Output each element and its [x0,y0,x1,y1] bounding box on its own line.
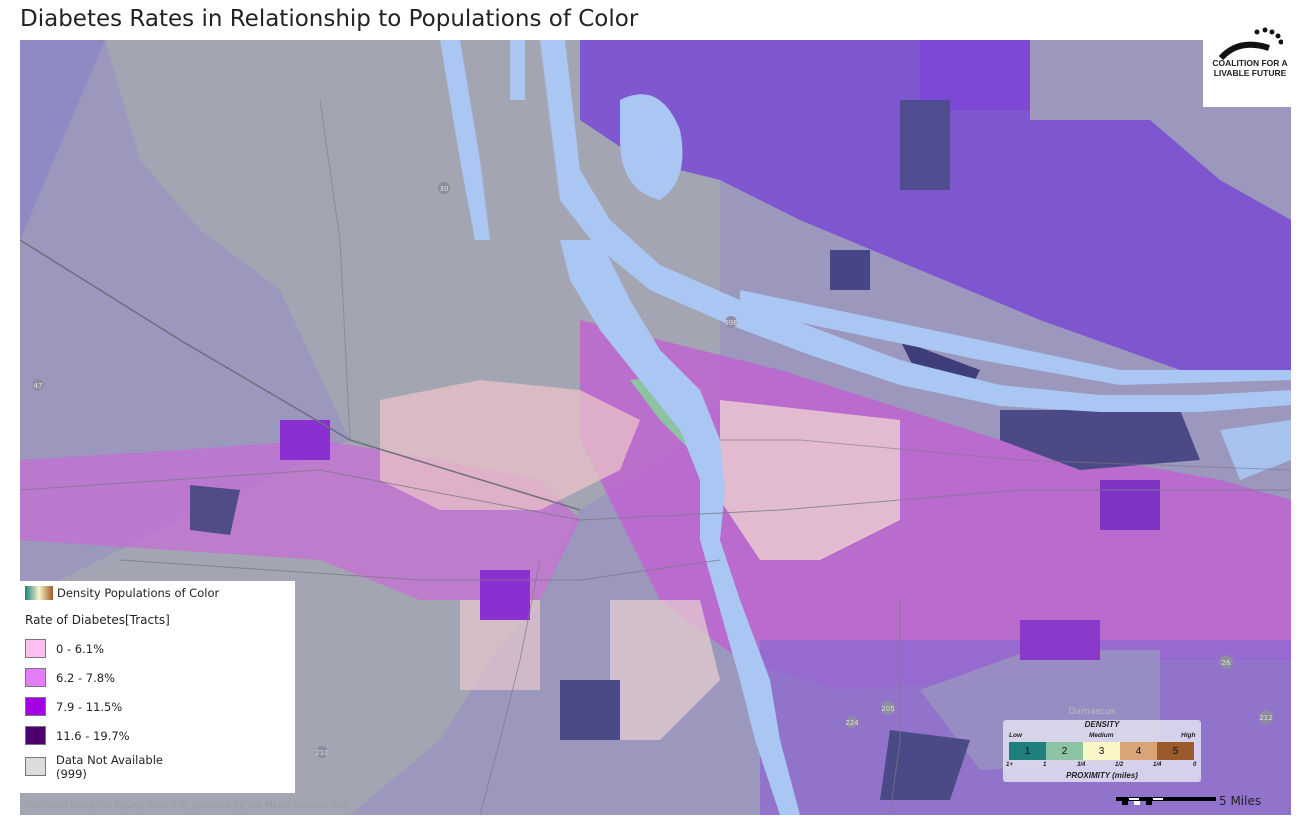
logo-line-2: LIVABLE FUTURE [1213,68,1287,78]
legend-class-label: 11.6 - 19.7% [56,728,130,743]
legend-class-2: 6.2 - 7.8% [25,668,115,687]
proximity-tick: 1/4 [1153,762,1162,768]
density-medium-label: Medium [1089,732,1114,739]
density-proximity-legend: DENSITY Low Medium High 1 2 3 4 5 1+ 1 3… [1003,720,1201,782]
hwy-26-label: 26 [1222,659,1231,667]
map-canvas[interactable]: 30 99E 47 26 212 205 224 210 Damascus [20,40,1291,815]
density-cell-2: 2 [1046,742,1083,760]
legend-swatch-3 [25,697,46,716]
damascus-label: Damascus [1069,707,1116,717]
hwy-210-label: 210 [315,749,328,757]
density-cell-5: 5 [1157,742,1194,760]
legend-swatch-na [25,757,46,776]
legend-swatch-4 [25,726,46,745]
logo-text: COALITION FOR A LIVABLE FUTURE [1209,58,1291,78]
hwy-99e-label: 99E [724,319,737,327]
logo: COALITION FOR A LIVABLE FUTURE [1203,0,1291,107]
proximity-tick: 3/4 [1077,762,1086,768]
density-low-label: Low [1009,732,1022,739]
legend-panel: Density Populations of Color Rate of Dia… [20,581,295,793]
logo-line-1: COALITION FOR A [1212,58,1288,68]
credit-text: Published using the Equity Atlas 2.0, po… [24,801,350,811]
density-cell-1: 1 [1009,742,1046,760]
legend-class-label: 7.9 - 11.5% [56,699,123,714]
map-graphic: 30 99E 47 26 212 205 224 210 Damascus [20,40,1291,815]
density-legend-row: Density Populations of Color [25,586,219,600]
proximity-title: PROXIMITY (miles) [1066,771,1138,780]
density-legend-label: Density Populations of Color [57,586,220,600]
legend-class-na: Data Not Available (999) [25,753,163,781]
legend-class-4: 11.6 - 19.7% [25,726,130,745]
legend-class-label: Data Not Available [56,753,163,767]
density-high-label: High [1181,732,1196,739]
hwy-212-label: 212 [1259,714,1272,722]
hwy-224-label: 224 [845,719,859,727]
density-cell-3: 3 [1083,742,1120,760]
hwy-205-label: 205 [881,705,894,713]
density-cell-4: 4 [1120,742,1157,760]
density-cells: 1 2 3 4 5 [1009,742,1194,760]
logo-mark-icon [1219,27,1283,60]
legend-class-label: 0 - 6.1% [56,641,104,656]
proximity-tick: 1 [1043,762,1047,768]
hwy-47-label: 47 [34,382,43,390]
scale-label: 5 Miles [1219,794,1262,808]
legend-class-label: 6.2 - 7.8% [56,670,115,685]
density-title: DENSITY [1084,720,1120,729]
proximity-tick: 0 [1193,762,1197,768]
legend-class-label-2: (999) [56,767,87,781]
diabetes-legend-heading: Rate of Diabetes[Tracts] [25,613,170,627]
proximity-tick: 1/2 [1115,762,1124,768]
legend-swatch-2 [25,668,46,687]
legend-class-1: 0 - 6.1% [25,639,104,658]
hwy-30-label: 30 [440,185,449,193]
legend-swatch-1 [25,639,46,658]
scale-bar [1116,797,1216,805]
density-gradient-swatch [25,586,53,600]
proximity-tick: 1+ [1006,762,1013,768]
map-title: Diabetes Rates in Relationship to Popula… [20,6,639,32]
legend-class-3: 7.9 - 11.5% [25,697,122,716]
